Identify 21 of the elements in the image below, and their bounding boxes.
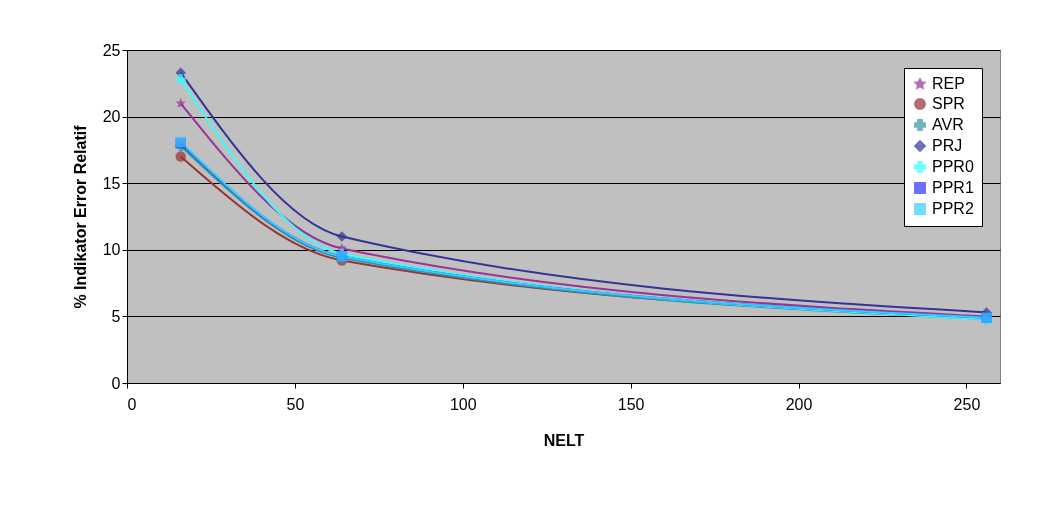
x-tick-label: 100	[449, 395, 477, 413]
x-tick-label: 50	[286, 395, 305, 413]
y-tick-label: 5	[111, 307, 121, 325]
y-tick-label: 10	[102, 241, 121, 259]
y-axis-title: % Indikator Error Relatif	[71, 124, 89, 309]
y-tick-label: 0	[111, 374, 121, 392]
y-tick-label: 20	[102, 108, 121, 126]
legend-label: PRJ	[932, 137, 963, 154]
x-tick-label: 250	[953, 395, 981, 413]
y-tick-label: 25	[102, 41, 121, 59]
y-tick-label: 15	[102, 174, 121, 192]
x-tick-label: 0	[127, 395, 137, 413]
legend-label: REP	[932, 75, 965, 92]
legend-label: PPR2	[932, 200, 974, 217]
legend-label: SPR	[932, 95, 965, 112]
legend-label: PPR1	[932, 179, 974, 196]
x-axis-title: NELT	[543, 431, 585, 449]
legend-label: AVR	[932, 116, 964, 133]
x-tick-label: 200	[785, 395, 813, 413]
legend-label: PPR0	[932, 158, 974, 175]
x-tick-label: 150	[617, 395, 645, 413]
